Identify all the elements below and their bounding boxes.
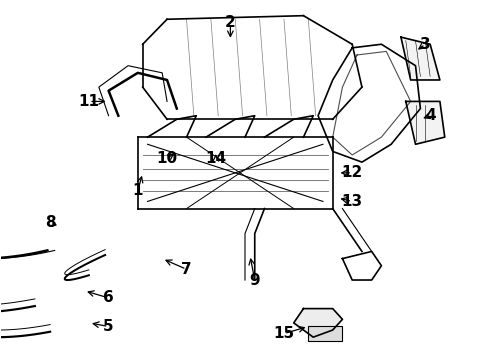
Text: 8: 8 [45,215,55,230]
Text: 9: 9 [249,273,260,288]
Text: 4: 4 [425,108,436,123]
Text: 11: 11 [78,94,99,109]
Text: 15: 15 [273,326,294,341]
Text: 5: 5 [103,319,114,334]
Text: 12: 12 [342,165,363,180]
Text: 1: 1 [133,183,143,198]
Text: 3: 3 [420,37,431,52]
Polygon shape [294,309,343,337]
Text: 10: 10 [156,151,177,166]
Bar [308,327,343,341]
Text: 14: 14 [205,151,226,166]
Text: 2: 2 [225,15,236,30]
Polygon shape [401,37,440,80]
Text: 6: 6 [103,291,114,305]
Text: 13: 13 [342,194,363,209]
Polygon shape [406,102,445,144]
Text: 7: 7 [181,262,192,277]
